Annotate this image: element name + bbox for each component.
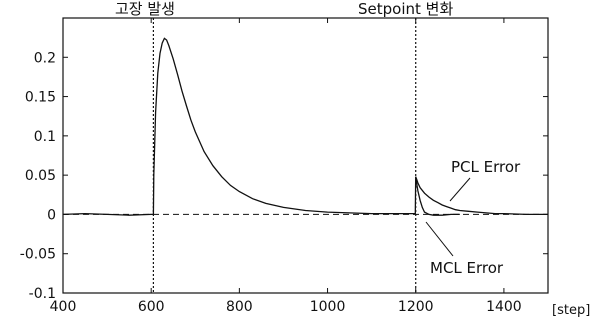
x-tick-label: 400 <box>50 299 77 315</box>
y-tick-label: 0 <box>47 207 56 223</box>
x-unit-label: [step] <box>552 303 590 318</box>
pcl-leader-line <box>449 177 471 202</box>
y-tick-label: 0.15 <box>25 90 56 106</box>
y-tick-label: 0.1 <box>34 129 56 145</box>
series-line-mcl-error <box>415 176 460 216</box>
mcl-error-label: MCL Error <box>430 259 504 277</box>
x-tick-label: 1400 <box>486 299 522 315</box>
y-tick-label: 0.05 <box>25 168 56 184</box>
pcl-error-label: PCL Error <box>451 158 521 176</box>
series-layer <box>62 37 548 216</box>
x-axis-ticks: 400 600 800 1000 1200 1400 <box>50 18 522 315</box>
x-tick-label: 800 <box>226 299 253 315</box>
mcl-leader-line <box>425 221 454 257</box>
fault-label: 고장 발생 <box>115 0 175 18</box>
x-tick-label: 600 <box>138 299 165 315</box>
y-tick-label: -0.1 <box>29 286 56 302</box>
x-tick-label: 1200 <box>398 299 434 315</box>
x-tick-label: 1000 <box>310 299 346 315</box>
y-tick-label: -0.05 <box>20 247 56 263</box>
setpoint-label: Setpoint 변화 <box>358 0 453 18</box>
y-tick-label: 0.2 <box>34 50 56 66</box>
plot-frame <box>62 17 549 294</box>
y-axis-ticks: -0.1 -0.05 0 0.05 0.1 0.15 0.2 <box>20 50 548 302</box>
annotation-layer: 고장 발생 Setpoint 변화 PCL Error MCL Error <box>115 0 521 293</box>
series-line-pcl-error <box>62 37 548 216</box>
